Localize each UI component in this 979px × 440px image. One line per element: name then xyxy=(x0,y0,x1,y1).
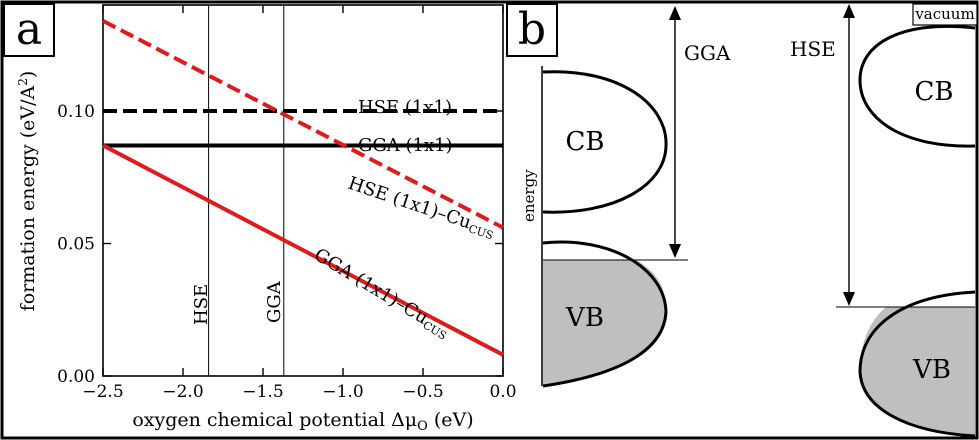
panel-b: b energy CB VB GGA HSE CB VB vacuum xyxy=(506,3,978,438)
series-label-gga-1x1: GGA (1x1) xyxy=(358,135,453,156)
series-label-hse-cu-sub: CUS xyxy=(467,222,495,242)
panel-letter-box-b xyxy=(506,3,558,57)
hse-conduction-band xyxy=(858,24,976,148)
series-label-hse-cu-main: HSE (1x1)–Cu xyxy=(345,173,473,234)
y-axis-title-main: formation energy (eV/A xyxy=(17,85,39,311)
gga-conduction-band xyxy=(542,70,668,214)
x-tick-label: 0.0 xyxy=(489,382,516,402)
gga-cb-label: CB xyxy=(566,127,605,157)
y-axis-title: formation energy (eV/A2) xyxy=(16,71,39,312)
panel-letter-b: b xyxy=(518,4,546,55)
hse-gap-label: HSE xyxy=(790,37,836,61)
x-tick-label: −2.0 xyxy=(162,382,203,402)
series-label-hse-cu: HSE (1x1)–CuCUS xyxy=(345,173,498,243)
series-label-hse-1x1: HSE (1x1) xyxy=(358,97,452,118)
gga-valence-band-edge xyxy=(542,240,668,388)
x-tick-label: −1.0 xyxy=(322,382,363,402)
series-line-3 xyxy=(102,143,504,357)
x-tick-label: −2.5 xyxy=(82,382,123,402)
gga-gap-label: GGA xyxy=(684,41,731,65)
vline-label-gga: GGA xyxy=(264,280,285,323)
vline-label-hse: HSE xyxy=(191,284,212,325)
plot-frame xyxy=(102,4,504,377)
hse-valence-band-fill xyxy=(860,307,975,436)
energy-axis-label: energy xyxy=(520,169,538,222)
x-axis-title: oxygen chemical potential ΔμO (eV) xyxy=(132,409,473,434)
panel-letter-box-a xyxy=(3,3,55,57)
y-axis-title-sup: 2 xyxy=(16,78,30,86)
x-tick-label: −0.5 xyxy=(402,382,443,402)
series-label-gga-cu: GGA (1x1)–CuCUS xyxy=(310,244,454,343)
hse-gap-arrow-head-top xyxy=(843,4,855,18)
series-label-gga-cu-main: GGA (1x1)–Cu xyxy=(310,244,431,328)
x-axis-title-main: oxygen chemical potential Δμ xyxy=(132,409,417,431)
y-tick-label: 0.10 xyxy=(57,102,95,122)
gga-gap-arrow-head-top xyxy=(669,6,681,20)
y-tick-label: 0.00 xyxy=(57,367,95,387)
hse-valence-band-edge xyxy=(858,290,976,438)
gga-gap-arrow-head-bottom xyxy=(669,244,681,258)
gga-vb-label: VB xyxy=(565,303,604,333)
tick-group: −2.5 −2.0 −1.5 −1.0 −0.5 0.0 0.00 0.05 0.10 xyxy=(57,5,517,402)
panel-letter-a: a xyxy=(16,4,42,55)
hse-gap-arrow-head-bottom xyxy=(843,292,855,306)
panel-a: −2.5 −2.0 −1.5 −1.0 −0.5 0.0 0.00 0.05 0.10 HSE … xyxy=(3,3,517,434)
x-axis-title-sub: O xyxy=(417,419,428,434)
y-axis-title-end: ) xyxy=(17,71,39,78)
hse-vb-label: VB xyxy=(912,355,951,385)
vline-group xyxy=(208,5,285,376)
hse-cb-label: CB xyxy=(915,77,954,107)
x-axis-title-unit: (eV) xyxy=(428,409,474,431)
vacuum-label-box xyxy=(912,3,978,26)
vacuum-label: vacuum xyxy=(914,5,974,23)
x-tick-label: −1.5 xyxy=(242,382,283,402)
gga-valence-band-fill xyxy=(543,260,667,386)
y-tick-label: 0.05 xyxy=(57,235,95,255)
series-group xyxy=(102,19,504,357)
series-line-2 xyxy=(102,19,504,230)
